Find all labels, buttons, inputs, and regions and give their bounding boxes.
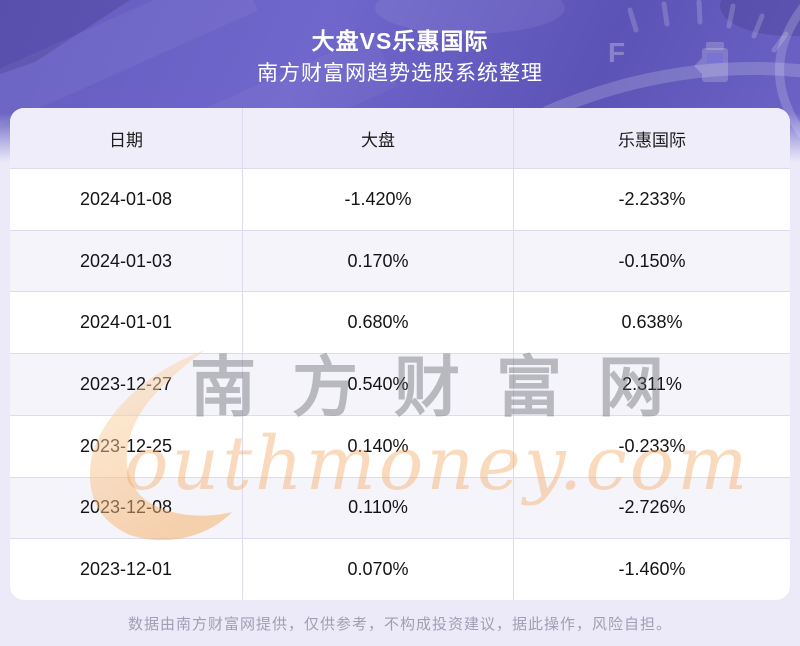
table-header-row: 日期 大盘 乐惠国际	[10, 108, 790, 168]
page-title: 大盘VS乐惠国际	[311, 28, 489, 54]
date-cell: 2024-01-03	[10, 230, 243, 292]
column-header-market: 大盘	[243, 108, 514, 168]
date-cell: 2023-12-08	[10, 477, 243, 539]
stock-change-cell: -0.233%	[618, 435, 686, 456]
market-change-cell: 0.170%	[243, 230, 514, 292]
date-cell: 2024-01-01	[10, 292, 243, 354]
stock-change-cell: -1.460%	[618, 559, 686, 580]
market-change-cell: 0.110%	[243, 477, 514, 539]
gauge-full-marker: F	[608, 37, 625, 68]
table-row: 2024-01-03 0.170% -0.150%	[10, 229, 790, 292]
stock-change-cell: 0.638%	[621, 312, 683, 333]
fuel-pump-icon	[694, 42, 728, 82]
table-row: 2023-12-08 0.110% -2.726%	[10, 476, 790, 539]
market-change-cell: -1.420%	[243, 169, 514, 230]
table-row: 2024-01-08 -1.420% -2.233%	[10, 168, 790, 230]
market-change-cell: 0.540%	[243, 354, 514, 415]
date-cell: 2023-12-27	[10, 354, 243, 415]
market-change-cell: 0.070%	[243, 539, 514, 600]
table-row: 2023-12-01 0.070% -1.460%	[10, 538, 790, 600]
table-row: 2024-01-01 0.680% 0.638%	[10, 291, 790, 354]
stock-change-cell: -2.233%	[618, 188, 686, 209]
stock-change-cell: -2.726%	[618, 497, 686, 518]
stock-change-cell: 2.311%	[622, 373, 682, 394]
stock-change-cell: -0.150%	[618, 250, 686, 271]
market-change-cell: 0.140%	[243, 415, 514, 477]
table-row: 2023-12-25 0.140% -0.233%	[10, 414, 790, 477]
date-cell: 2023-12-25	[10, 415, 243, 477]
comparison-table: 日期 大盘 乐惠国际 2024-01-08 -1.420% -2.233% 20…	[10, 108, 790, 600]
market-change-cell: 0.680%	[243, 292, 514, 354]
column-header-date: 日期	[10, 108, 243, 168]
date-cell: 2023-12-01	[10, 539, 243, 600]
date-cell: 2024-01-08	[10, 169, 243, 230]
page-subtitle: 南方财富网趋势选股系统整理	[257, 62, 543, 85]
column-header-stock: 乐惠国际	[618, 130, 686, 150]
table-row: 2023-12-27 0.540% 2.311%	[10, 353, 790, 415]
footer-disclaimer: 数据由南方财富网提供，仅供参考，不构成投资建议，据此操作，风险自担。	[127, 615, 672, 633]
